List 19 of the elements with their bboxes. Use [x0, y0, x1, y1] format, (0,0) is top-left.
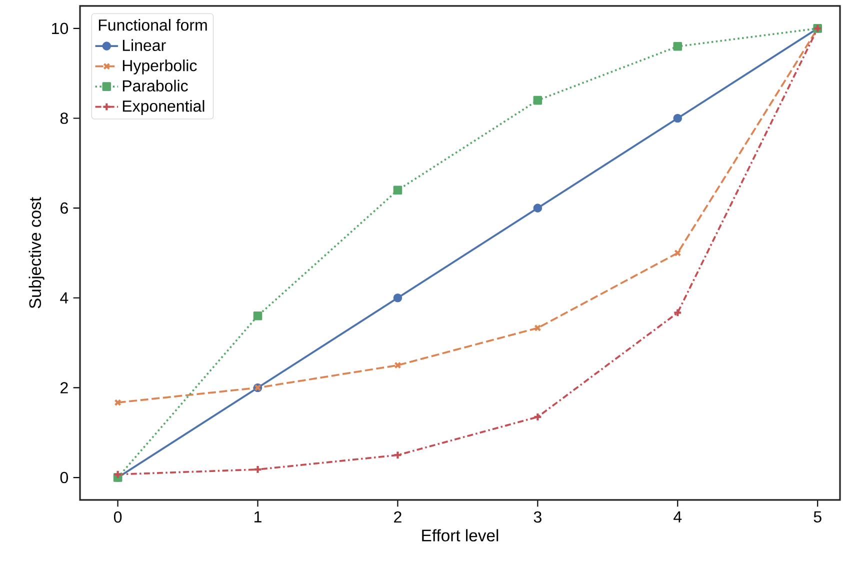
legend-label: Hyperbolic	[122, 60, 197, 74]
x-tick-label: 0	[114, 511, 122, 523]
y-tick-label: 0	[60, 472, 68, 484]
y-tick-label: 2	[60, 382, 68, 394]
legend-label: Linear	[122, 39, 166, 51]
x-tick-label: 2	[394, 511, 402, 523]
y-axis-title: Subjective cost	[28, 197, 44, 308]
y-tick-label: 4	[60, 292, 68, 304]
y-tick-label: 6	[60, 202, 68, 214]
x-tick-label: 4	[674, 511, 682, 522]
y-tick-label: 10	[52, 22, 68, 34]
x-tick-label: 5	[814, 511, 822, 523]
x-axis-title: Effort level	[422, 529, 498, 542]
y-tick-label: 8	[60, 112, 68, 124]
x-tick-label: 3	[534, 511, 542, 523]
x-tick-label: 1	[254, 511, 262, 522]
legend-label: Parabolic	[122, 80, 188, 92]
legend-title: Functional form	[98, 19, 207, 31]
legend-label: Exponential	[122, 100, 204, 115]
